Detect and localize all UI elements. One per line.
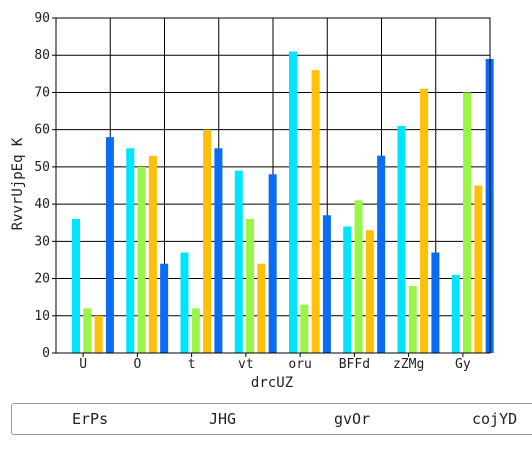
y-tick-label: 90 xyxy=(34,11,50,26)
legend-item-2[interactable]: JHG xyxy=(209,404,236,434)
bar[interactable] xyxy=(180,252,189,354)
bar[interactable] xyxy=(431,252,440,354)
y-axis-ticks: 0 10 20 30 40 50 60 70 80 90 xyxy=(34,11,56,361)
legend-label: ErPs xyxy=(72,410,109,428)
y-tick-label: 30 xyxy=(34,234,50,249)
bar[interactable] xyxy=(203,129,212,353)
bar[interactable] xyxy=(365,230,374,353)
x-tick-label: U xyxy=(79,357,87,372)
x-tick-label: t xyxy=(188,357,196,372)
bar[interactable] xyxy=(148,155,157,353)
bar[interactable] xyxy=(160,263,169,353)
y-axis-title: RvvrUjpEq K xyxy=(10,137,26,230)
plot-frame xyxy=(55,17,491,354)
bar[interactable] xyxy=(94,315,103,353)
bar[interactable] xyxy=(234,170,243,353)
bar[interactable] xyxy=(300,304,309,353)
x-tick-label: BFFd xyxy=(339,357,370,372)
bar[interactable] xyxy=(214,148,223,353)
bar[interactable] xyxy=(451,274,460,353)
y-tick-label: 0 xyxy=(42,346,50,361)
bar[interactable] xyxy=(246,219,255,353)
bar[interactable] xyxy=(289,51,297,354)
x-tick-label: oru xyxy=(288,357,311,372)
y-tick-label: 10 xyxy=(34,309,50,324)
bar[interactable] xyxy=(105,137,114,353)
bar[interactable] xyxy=(397,125,406,353)
bar[interactable] xyxy=(72,219,80,353)
x-tick-label: O xyxy=(133,357,141,372)
legend-item-1[interactable]: ErPs xyxy=(72,404,108,434)
bar[interactable] xyxy=(257,263,266,353)
bar[interactable] xyxy=(377,155,386,353)
bar[interactable] xyxy=(126,148,135,353)
bar[interactable] xyxy=(463,92,472,353)
x-tick-label: vt xyxy=(238,357,254,372)
legend-label: cojYD xyxy=(472,410,518,428)
bar[interactable] xyxy=(83,308,92,353)
x-tick-label: zZMg xyxy=(393,357,424,372)
x-tick-label: Gy xyxy=(455,357,471,372)
bar[interactable] xyxy=(343,226,352,353)
bar[interactable] xyxy=(268,174,277,353)
legend-item-3[interactable]: gvOr xyxy=(334,404,370,434)
y-tick-label: 80 xyxy=(34,48,50,63)
y-tick-label: 50 xyxy=(34,160,50,175)
legend-item-4[interactable]: cojYD xyxy=(472,404,517,434)
bars xyxy=(72,51,494,354)
bar[interactable] xyxy=(408,286,417,353)
y-tick-label: 40 xyxy=(34,197,50,212)
legend-label: JHG xyxy=(209,410,237,428)
legend-label: gvOr xyxy=(334,410,371,428)
bar[interactable] xyxy=(311,70,320,353)
bar[interactable] xyxy=(137,166,146,353)
x-axis-title: drcUZ xyxy=(251,375,293,391)
bar[interactable] xyxy=(191,308,200,353)
y-tick-label: 70 xyxy=(34,85,50,100)
bar[interactable] xyxy=(420,88,429,353)
y-tick-label: 60 xyxy=(34,123,50,138)
bar[interactable] xyxy=(474,185,483,354)
bar[interactable] xyxy=(354,200,363,353)
bar[interactable] xyxy=(322,215,331,353)
legend: ErPs JHG gvOr cojYD xyxy=(11,403,532,435)
y-tick-label: 20 xyxy=(34,272,50,287)
